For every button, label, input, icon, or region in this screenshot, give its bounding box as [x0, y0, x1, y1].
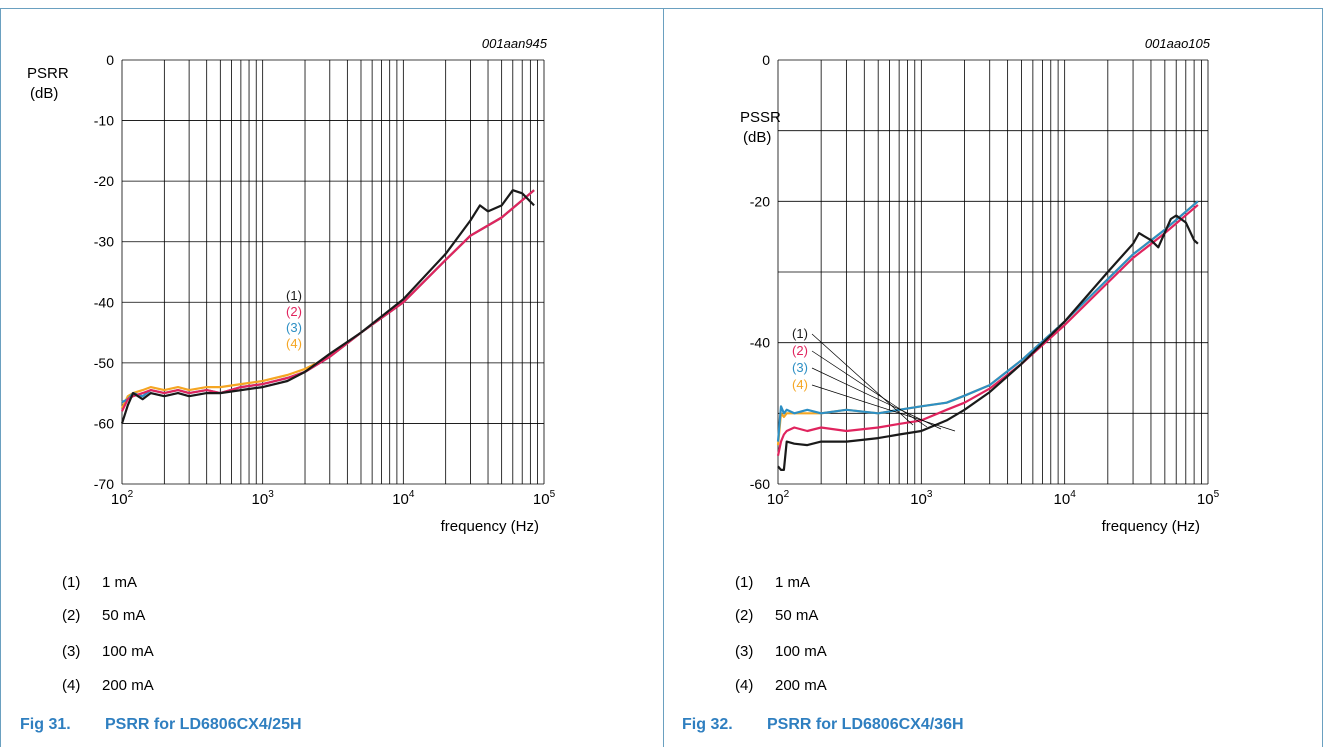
legend-item: (2) 50 mA — [735, 607, 819, 624]
y-tick-label: -30 — [94, 234, 114, 250]
y-tick-label: -10 — [94, 113, 114, 129]
y-tick-label: -20 — [750, 193, 770, 209]
x-tick-label: 103 — [910, 489, 933, 508]
legend-item: (4) 200 mA — [62, 677, 154, 694]
legend-item: (1) 1 mA — [62, 574, 138, 591]
y-axis-unit: (dB) — [30, 85, 58, 102]
legend-item: (3) 100 mA — [735, 643, 827, 660]
series-line-2 — [121, 189, 535, 412]
series-callout-label: (4) — [792, 377, 808, 392]
figure-caption-32: Fig 32. PSRR for LD6806CX4/36H — [682, 716, 964, 734]
callout-leader-line — [811, 384, 956, 432]
y-axis-unit: (dB) — [743, 129, 771, 146]
callout-leader-line — [811, 367, 942, 430]
legend-item: (3) 100 mA — [62, 643, 154, 660]
series-line-3 — [121, 189, 535, 404]
caption-fig-number: Fig 31. — [20, 716, 71, 733]
y-tick-label: -70 — [94, 476, 114, 492]
legend-item: (4) 200 mA — [735, 677, 827, 694]
series-callout-label: (1) — [792, 326, 808, 341]
figure-code: 001aao105 — [1145, 36, 1211, 51]
legend-item: (1) 1 mA — [735, 574, 811, 591]
caption-title: PSRR for LD6806CX4/25H — [105, 716, 302, 733]
figure-code: 001aan945 — [482, 36, 548, 51]
x-axis-label: frequency (Hz) — [441, 518, 539, 535]
series-callout-label: (3) — [792, 360, 808, 375]
frame-divider — [663, 8, 664, 747]
x-axis-label: frequency (Hz) — [1102, 518, 1200, 535]
x-tick-label: 104 — [392, 489, 415, 508]
y-tick-label: -40 — [94, 294, 114, 310]
series-callout-label: (2) — [792, 343, 808, 358]
caption-title: PSRR for LD6806CX4/36H — [767, 716, 964, 733]
x-tick-label: 105 — [1197, 489, 1220, 508]
grid — [121, 59, 545, 485]
y-tick-label: -40 — [750, 335, 770, 351]
series-callout-label: (3) — [286, 320, 302, 335]
series-line-4 — [776, 200, 1199, 446]
y-axis-label: PSRR — [27, 65, 69, 82]
grid — [777, 59, 1209, 485]
series-callout-label: (4) — [286, 336, 302, 351]
y-tick-label: -50 — [94, 355, 114, 371]
x-tick-label: 103 — [252, 489, 275, 508]
y-tick-label: -20 — [94, 173, 114, 189]
series-line-1 — [777, 214, 1199, 471]
x-tick-label: 102 — [767, 489, 790, 508]
series-line-3 — [776, 200, 1199, 442]
legend-item: (2) 50 mA — [62, 607, 146, 624]
y-axis-label: PSSR — [740, 109, 781, 126]
series-callout-label: (2) — [286, 304, 302, 319]
y-tick-label: -60 — [94, 415, 114, 431]
figure-caption-31: Fig 31. PSRR for LD6806CX4/25H — [20, 716, 302, 734]
y-tick-label: 0 — [762, 52, 770, 68]
y-tick-label: -60 — [750, 476, 770, 492]
x-tick-label: 105 — [533, 489, 556, 508]
series-line-1 — [120, 189, 535, 424]
y-tick-label: 0 — [106, 52, 114, 68]
series-line-4 — [121, 189, 535, 409]
x-tick-label: 102 — [111, 489, 134, 508]
caption-fig-number: Fig 32. — [682, 716, 733, 733]
x-tick-label: 104 — [1054, 489, 1077, 508]
frame-left-border — [0, 8, 1, 747]
callout-leader-line — [811, 333, 914, 426]
frame-top-border — [0, 8, 1323, 9]
callout-leader-line — [811, 350, 928, 428]
series-callout-label: (1) — [286, 288, 302, 303]
